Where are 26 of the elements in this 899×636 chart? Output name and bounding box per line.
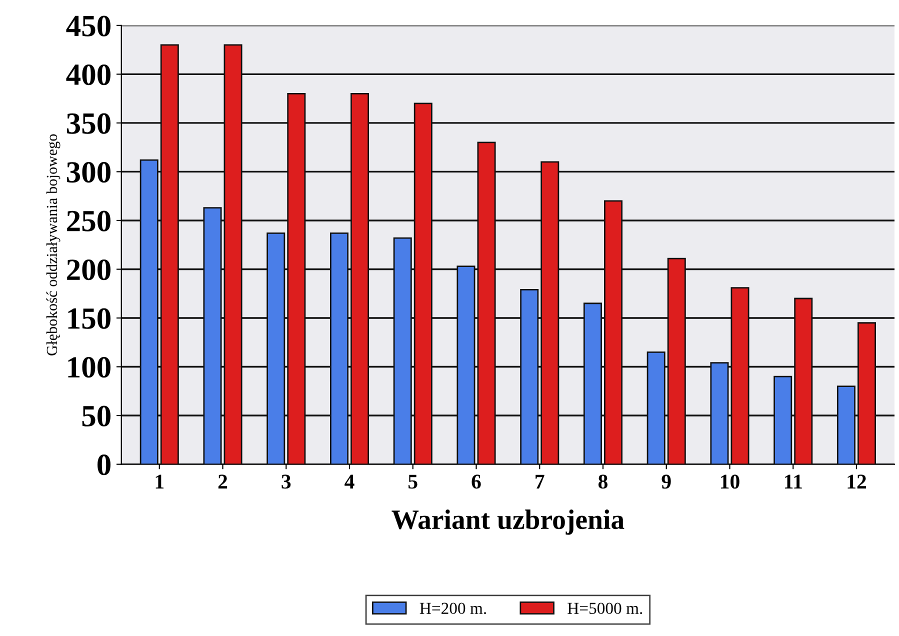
y-axis-title: Głębokość oddziaływania bojowego	[46, 134, 60, 356]
x-tick-label: 7	[536, 474, 544, 488]
x-tick-label: 1	[156, 474, 164, 488]
legend-label: H=200 m.	[420, 602, 486, 614]
y-tick-label: 350	[66, 113, 110, 134]
x-tick-label: 3	[282, 474, 291, 489]
x-axis-title: Wariant uzbrojenia	[392, 510, 624, 535]
y-tick-label: 250	[67, 210, 110, 232]
y-tick-label: 50	[82, 406, 110, 426]
y-tick-label: 100	[68, 357, 110, 378]
y-tick-label: 0	[98, 454, 110, 476]
x-tick-label: 9	[662, 474, 671, 489]
legend-label: H=5000 m.	[568, 602, 642, 614]
x-tick-label: 10	[720, 474, 740, 489]
y-tick-label: 150	[68, 308, 110, 329]
x-tick-label: 12	[848, 474, 866, 488]
y-tick-label: 450	[66, 16, 110, 36]
x-tick-label: 4	[344, 474, 354, 488]
y-tick-label: 400	[66, 64, 110, 86]
x-tick-label: 2	[218, 474, 228, 488]
y-tick-label: 300	[66, 162, 110, 183]
y-tick-label: 200	[67, 260, 110, 280]
x-tick-label: 8	[598, 474, 608, 489]
x-tick-label: 6	[472, 474, 481, 489]
x-tick-label: 5	[408, 474, 418, 489]
x-tick-label: 11	[784, 474, 802, 488]
